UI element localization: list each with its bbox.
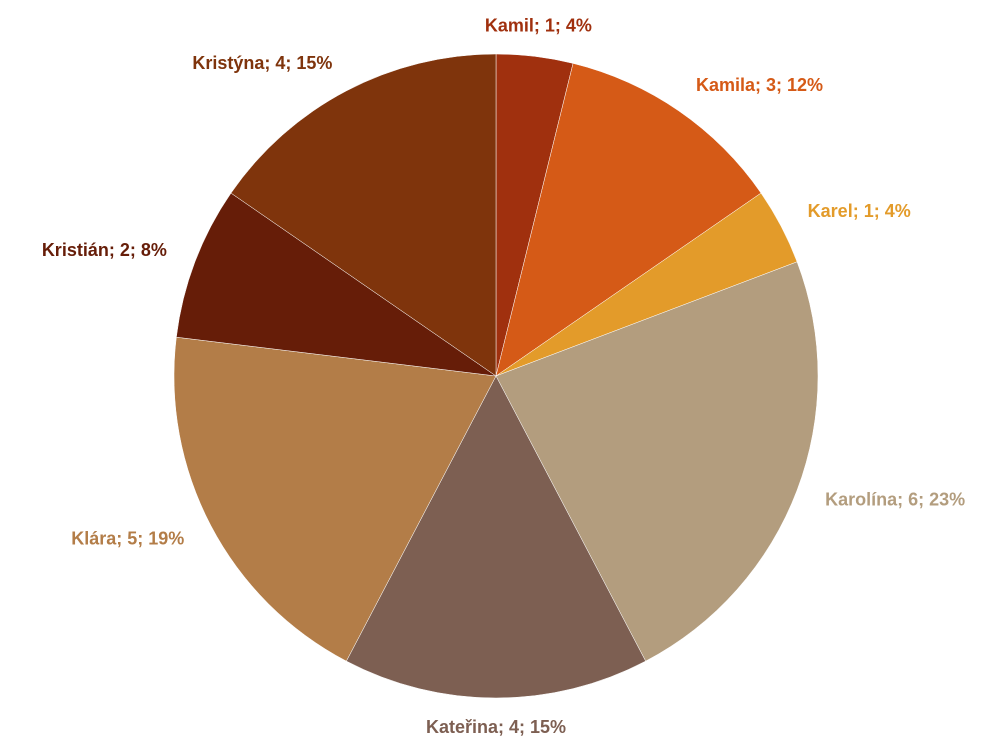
- pie-slice: [495, 261, 819, 662]
- data-label: Kateřina; 4; 15%: [426, 717, 566, 737]
- pie-slice: [346, 375, 646, 699]
- data-label: Kamila; 3; 12%: [696, 75, 823, 95]
- data-label: Kristýna; 4; 15%: [192, 53, 332, 73]
- pie-slice: [173, 336, 497, 662]
- pie-slice: [176, 192, 497, 377]
- data-label: Karel; 1; 4%: [808, 201, 911, 221]
- data-label: Klára; 5; 19%: [71, 528, 184, 548]
- data-label: Kamil; 1; 4%: [485, 15, 592, 35]
- pie-slice: [230, 53, 497, 377]
- pie-slice: [495, 63, 762, 377]
- data-label: Karolína; 6; 23%: [825, 490, 965, 510]
- data-label: Kristián; 2; 8%: [42, 240, 167, 260]
